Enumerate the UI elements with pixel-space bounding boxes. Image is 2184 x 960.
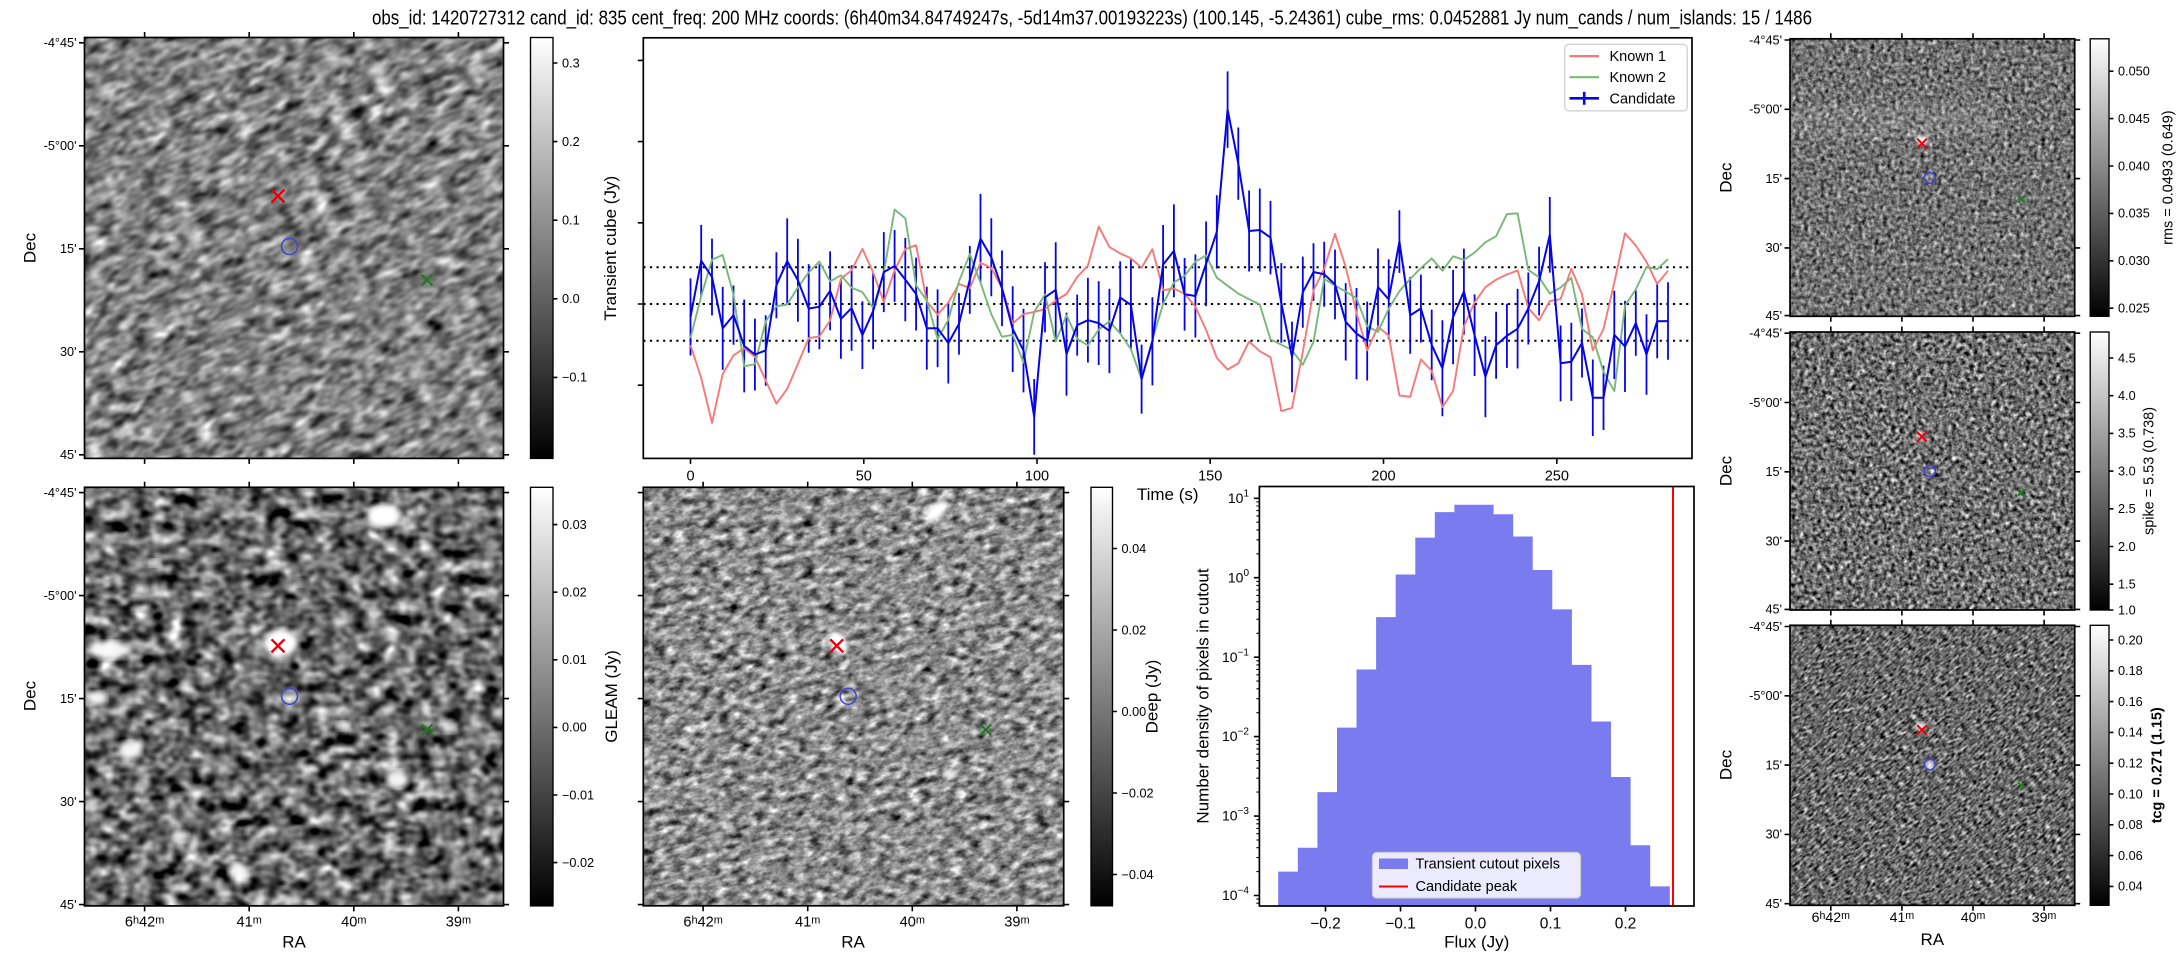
svg-text:4.5: 4.5: [2118, 351, 2136, 365]
svg-text:-5°00': -5°00': [44, 589, 77, 603]
svg-text:100: 100: [1025, 469, 1049, 485]
svg-text:0.0: 0.0: [562, 292, 580, 306]
svg-text:spike = 5.53 (0.738): spike = 5.53 (0.738): [2142, 407, 2158, 535]
svg-text:1.5: 1.5: [2118, 578, 2136, 592]
svg-text:RA: RA: [841, 933, 865, 952]
svg-text:-4°45': -4°45': [1749, 327, 1782, 341]
svg-text:Known 1: Known 1: [1610, 49, 1666, 65]
svg-text:-4°45': -4°45': [44, 486, 77, 500]
svg-text:−0.02: −0.02: [1122, 786, 1154, 800]
svg-text:Number density of pixels in cu: Number density of pixels in cutout: [1194, 568, 1213, 823]
svg-text:−0.01: −0.01: [562, 788, 594, 802]
svg-text:30': 30': [1765, 828, 1782, 842]
svg-text:50: 50: [856, 469, 872, 485]
svg-text:0.2: 0.2: [1615, 915, 1637, 932]
svg-text:0.030: 0.030: [2118, 254, 2150, 268]
svg-text:−0.2: −0.2: [1310, 915, 1341, 932]
svg-text:Dec: Dec: [21, 232, 40, 263]
svg-text:Candidate: Candidate: [1610, 91, 1676, 107]
svg-text:RA: RA: [282, 933, 306, 952]
svg-text:0.12: 0.12: [2118, 757, 2143, 771]
svg-text:4.0: 4.0: [2118, 389, 2136, 403]
svg-text:45': 45': [1765, 309, 1782, 323]
svg-text:0.1: 0.1: [1540, 915, 1562, 932]
svg-text:-5°00': -5°00': [1749, 396, 1782, 410]
svg-text:0.04: 0.04: [2118, 880, 2143, 894]
svg-text:0.06: 0.06: [2118, 849, 2143, 863]
svg-text:-5°00': -5°00': [44, 139, 77, 153]
svg-text:0.02: 0.02: [562, 586, 587, 600]
svg-text:−0.02: −0.02: [562, 856, 594, 870]
svg-text:Deep (Jy): Deep (Jy): [1142, 660, 1161, 734]
svg-text:0: 0: [686, 469, 694, 485]
svg-text:0.025: 0.025: [2118, 302, 2150, 316]
svg-text:-5°00': -5°00': [1749, 689, 1782, 703]
svg-text:2.0: 2.0: [2118, 540, 2136, 554]
svg-text:0.20: 0.20: [2118, 633, 2143, 647]
svg-text:15': 15': [60, 242, 77, 256]
svg-text:Flux (Jy): Flux (Jy): [1444, 933, 1509, 952]
svg-text:30': 30': [60, 795, 77, 809]
svg-text:−0.1: −0.1: [562, 371, 587, 385]
svg-text:-4°45': -4°45': [1749, 620, 1782, 634]
svg-text:0.03: 0.03: [562, 518, 587, 532]
svg-text:Dec: Dec: [1717, 749, 1736, 780]
svg-text:GLEAM (Jy): GLEAM (Jy): [602, 650, 621, 743]
svg-text:0.035: 0.035: [2118, 207, 2150, 221]
svg-text:150: 150: [1198, 469, 1222, 485]
svg-text:15': 15': [60, 692, 77, 706]
svg-text:Candidate peak: Candidate peak: [1416, 879, 1518, 895]
svg-text:2.5: 2.5: [2118, 502, 2136, 516]
svg-text:0.045: 0.045: [2118, 112, 2150, 126]
svg-text:Dec: Dec: [21, 680, 40, 711]
svg-text:3.5: 3.5: [2118, 427, 2136, 441]
svg-text:45': 45': [60, 898, 77, 912]
svg-text:0.3: 0.3: [562, 56, 580, 70]
svg-text:0.08: 0.08: [2118, 818, 2143, 832]
svg-text:250: 250: [1545, 469, 1569, 485]
svg-text:Time (s): Time (s): [1137, 485, 1199, 504]
svg-text:0.14: 0.14: [2118, 726, 2143, 740]
svg-text:tcg = 0.271 (1.15): tcg = 0.271 (1.15): [2150, 707, 2166, 823]
svg-text:3.0: 3.0: [2118, 464, 2136, 478]
svg-text:0.050: 0.050: [2118, 65, 2150, 79]
svg-text:0.10: 0.10: [2118, 787, 2143, 801]
svg-text:RA: RA: [1920, 930, 1944, 949]
svg-text:1.0: 1.0: [2118, 603, 2136, 617]
svg-text:15': 15': [1765, 758, 1782, 772]
svg-text:0.04: 0.04: [1122, 542, 1147, 556]
svg-text:Known 2: Known 2: [1610, 70, 1666, 86]
svg-text:Transient cube (Jy): Transient cube (Jy): [601, 176, 620, 321]
svg-text:30': 30': [1765, 241, 1782, 255]
svg-text:15': 15': [1765, 465, 1782, 479]
svg-text:0.02: 0.02: [1122, 623, 1147, 637]
svg-text:200: 200: [1371, 469, 1395, 485]
svg-text:45': 45': [60, 448, 77, 462]
svg-text:0.040: 0.040: [2118, 159, 2150, 173]
svg-text:15': 15': [1765, 172, 1782, 186]
svg-text:-4°45': -4°45': [44, 36, 77, 50]
svg-text:−0.1: −0.1: [1385, 915, 1416, 932]
svg-text:rms = 0.0493 (0.649): rms = 0.0493 (0.649): [2161, 110, 2177, 244]
svg-text:0.2: 0.2: [562, 135, 580, 149]
svg-text:Dec: Dec: [1717, 455, 1736, 486]
svg-text:0.1: 0.1: [562, 214, 580, 228]
svg-text:Transient cutout pixels: Transient cutout pixels: [1416, 857, 1561, 873]
svg-text:obs_id: 1420727312 cand_id: 83: obs_id: 1420727312 cand_id: 835 cent_fre…: [372, 7, 1812, 30]
svg-text:-4°45': -4°45': [1749, 33, 1782, 47]
svg-text:−0.04: −0.04: [1122, 868, 1154, 882]
svg-text:Dec: Dec: [1717, 162, 1736, 193]
svg-text:30': 30': [60, 345, 77, 359]
svg-text:-5°00': -5°00': [1749, 103, 1782, 117]
svg-text:0.00: 0.00: [1122, 705, 1147, 719]
svg-text:30': 30': [1765, 534, 1782, 548]
svg-text:0.16: 0.16: [2118, 695, 2143, 709]
svg-text:0.00: 0.00: [562, 721, 587, 735]
svg-text:0.01: 0.01: [562, 653, 587, 667]
svg-text:45': 45': [1765, 603, 1782, 617]
svg-text:0.0: 0.0: [1465, 915, 1487, 932]
svg-text:0.18: 0.18: [2118, 664, 2143, 678]
svg-text:45': 45': [1765, 897, 1782, 911]
